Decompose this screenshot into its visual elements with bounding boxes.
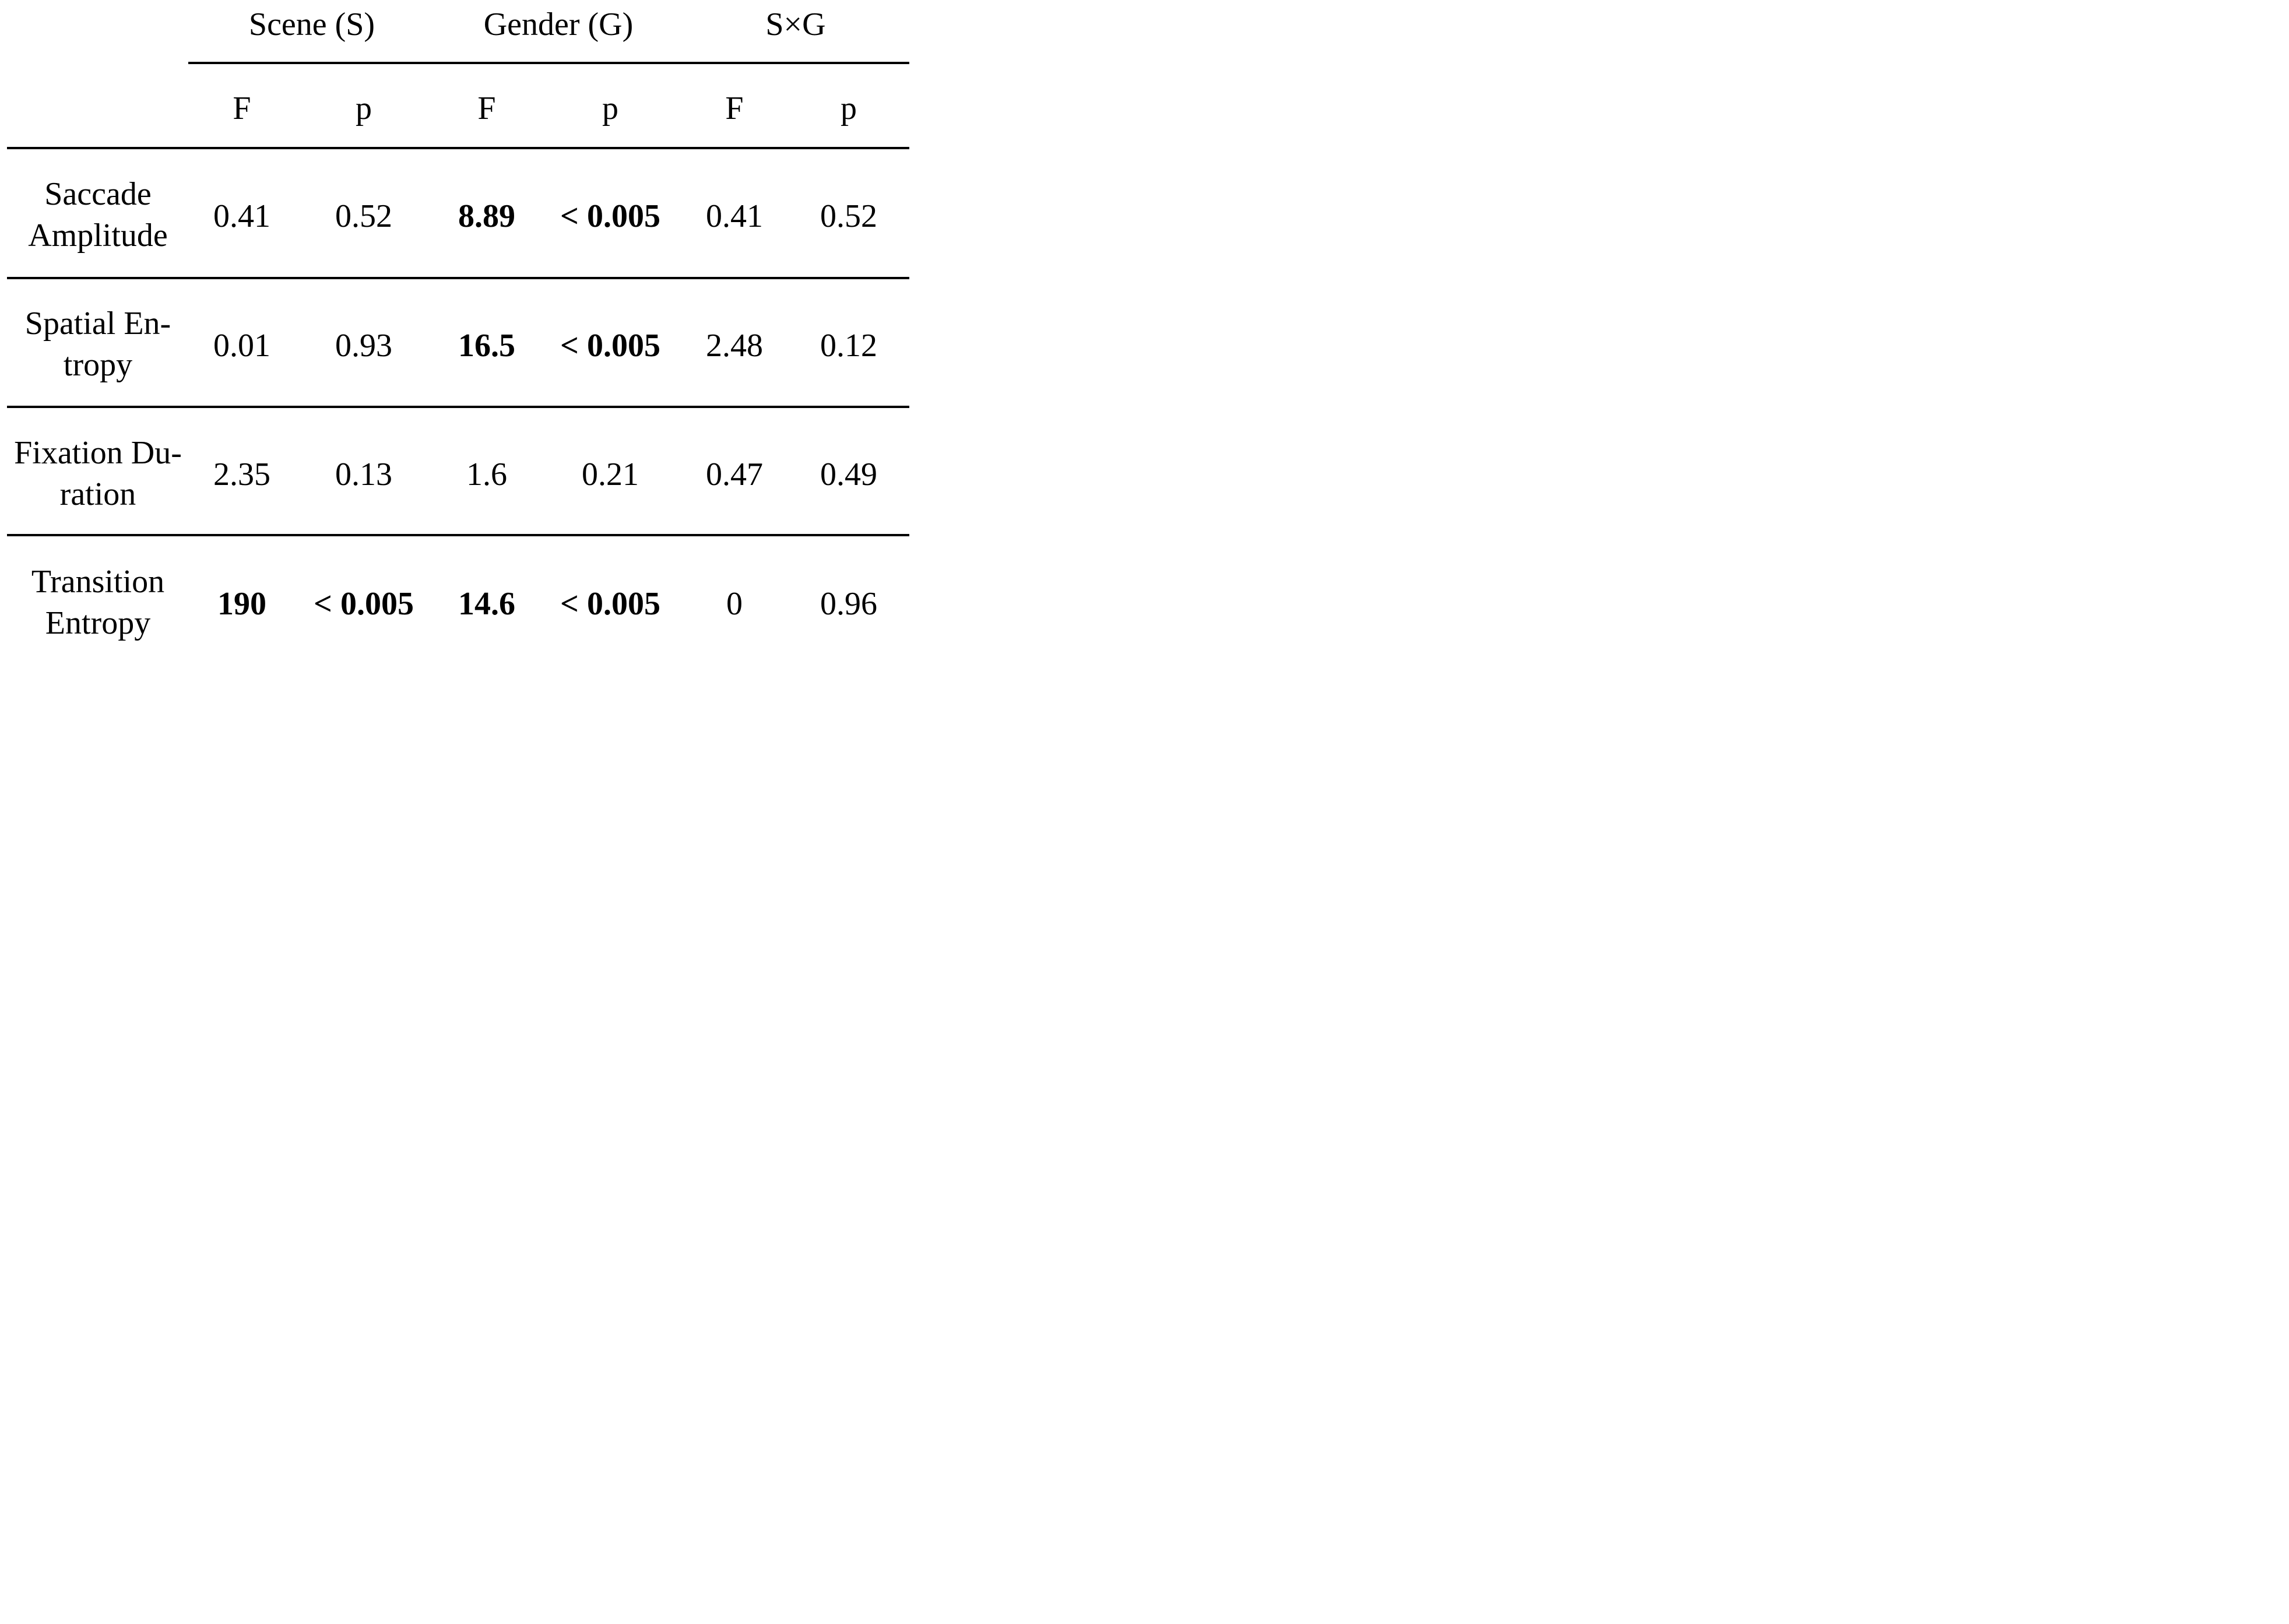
- cell-fixation-interaction-f: 0.47: [706, 456, 763, 493]
- subheader-scene-f: F: [233, 90, 251, 126]
- row-label-line: Saccade: [44, 176, 152, 212]
- group-header-scene: Scene (S): [248, 6, 375, 43]
- cell-spatial-scene-f: 0.01: [213, 328, 270, 364]
- cell-saccade-gender-f: 8.89: [458, 198, 515, 234]
- subheader-interaction-p: p: [841, 90, 857, 126]
- cell-transition-scene-p: < 0.005: [314, 586, 414, 622]
- cell-fixation-scene-f: 2.35: [213, 456, 270, 493]
- cell-fixation-gender-p: 0.21: [582, 456, 639, 493]
- subheader-gender-p: p: [602, 90, 618, 126]
- cell-transition-gender-f: 14.6: [458, 586, 515, 622]
- row-separator: [7, 277, 909, 279]
- cell-saccade-scene-p: 0.52: [335, 198, 392, 234]
- header-bottom-rule: [7, 147, 909, 149]
- subheader-scene-p: p: [356, 90, 372, 126]
- row-label-transition-entropy: Transition Entropy: [31, 561, 164, 644]
- row-label-line: Entropy: [45, 605, 151, 641]
- cell-spatial-gender-f: 16.5: [458, 328, 515, 364]
- cell-spatial-interaction-p: 0.12: [820, 328, 877, 364]
- subheader-gender-f: F: [477, 90, 496, 126]
- row-label-line: Spatial En-: [24, 305, 171, 342]
- cell-transition-interaction-f: 0: [726, 586, 743, 622]
- row-label-line: Transition: [31, 564, 165, 600]
- cell-spatial-gender-p: < 0.005: [560, 328, 660, 364]
- row-separator: [7, 534, 909, 536]
- cell-transition-interaction-p: 0.96: [820, 586, 877, 622]
- group-header-interaction: S×G: [765, 6, 826, 43]
- anova-results-table: Scene (S) Gender (G) S×G F p F p F p Sac…: [0, 0, 914, 649]
- cell-saccade-interaction-p: 0.52: [820, 198, 877, 234]
- cell-fixation-scene-p: 0.13: [335, 456, 392, 493]
- group-header-gender: Gender (G): [483, 6, 634, 43]
- row-label-saccade-amplitude: Saccade Amplitude: [28, 174, 168, 256]
- cell-transition-gender-p: < 0.005: [560, 586, 660, 622]
- cell-fixation-gender-f: 1.6: [466, 456, 507, 493]
- cell-transition-scene-f: 190: [217, 586, 266, 622]
- cell-spatial-scene-p: 0.93: [335, 328, 392, 364]
- subheader-interaction-f: F: [725, 90, 744, 126]
- header-group-rule: [188, 62, 909, 64]
- row-separator: [7, 406, 909, 408]
- row-label-spatial-entropy: Spatial En- tropy: [25, 303, 171, 386]
- cell-saccade-scene-f: 0.41: [213, 198, 270, 234]
- cell-saccade-interaction-f: 0.41: [706, 198, 763, 234]
- row-label-fixation-duration: Fixation Du- ration: [14, 433, 182, 515]
- row-label-line: ration: [59, 476, 136, 512]
- cell-fixation-interaction-p: 0.49: [820, 456, 877, 493]
- cell-saccade-gender-p: < 0.005: [560, 198, 660, 234]
- row-label-line: Fixation Du-: [14, 435, 182, 471]
- row-label-line: tropy: [63, 347, 133, 383]
- cell-spatial-interaction-f: 2.48: [706, 328, 763, 364]
- row-label-line: Amplitude: [28, 217, 168, 254]
